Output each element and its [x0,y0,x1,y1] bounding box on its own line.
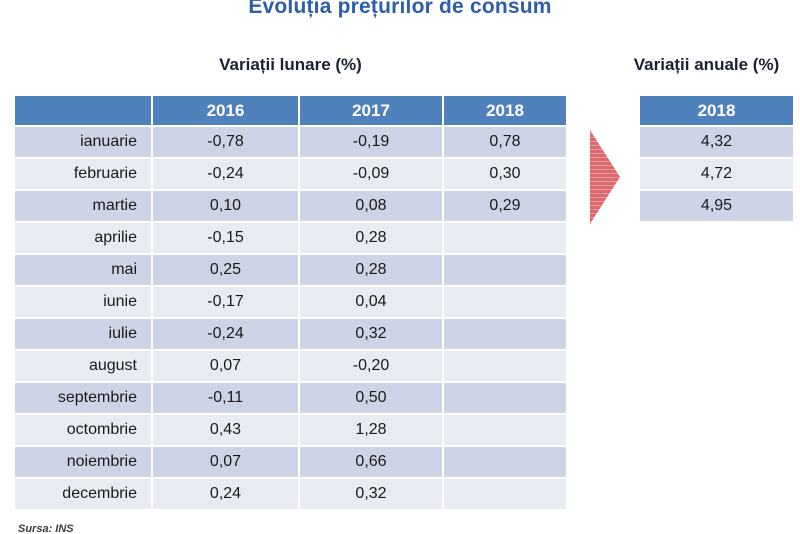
column-header-annual-2018: 2018 [640,96,793,125]
annual-variations-table: 2018 4,32 4,72 4,95 [638,94,795,223]
right-arrow-icon [590,130,620,224]
value-cell: -0,78 [153,127,298,157]
table-row: iulie -0,24 0,32 [15,319,566,349]
value-cell: 0,04 [300,287,442,317]
value-cell [444,287,566,317]
value-cell [444,351,566,381]
source-note: Sursa: INS [18,523,74,534]
value-cell [444,447,566,477]
table-row: ianuarie -0,78 -0,19 0,78 [15,127,566,157]
month-cell: octombrie [15,415,151,445]
month-cell: septembrie [15,383,151,413]
value-cell: -0,20 [300,351,442,381]
table-row: 4,72 [640,159,793,189]
value-cell: 0,43 [153,415,298,445]
value-cell: -0,11 [153,383,298,413]
value-cell: 0,25 [153,255,298,285]
header-row: 2016 2017 2018 [15,96,566,125]
value-cell: 0,07 [153,447,298,477]
value-cell [444,383,566,413]
value-cell: 0,10 [153,191,298,221]
month-cell: martie [15,191,151,221]
value-cell: 0,66 [300,447,442,477]
value-cell: 4,95 [640,191,793,221]
value-cell: 0,08 [300,191,442,221]
value-cell: 0,32 [300,479,442,509]
table-row: iunie -0,17 0,04 [15,287,566,317]
annual-variations-heading: Variații anuale (%) [633,55,780,74]
value-cell: 4,32 [640,127,793,157]
value-cell: 4,72 [640,159,793,189]
month-cell: august [15,351,151,381]
table-row: octombrie 0,43 1,28 [15,415,566,445]
month-cell: ianuarie [15,127,151,157]
value-cell: -0,15 [153,223,298,253]
column-header-month [15,96,151,125]
month-cell: iulie [15,319,151,349]
value-cell: 0,78 [444,127,566,157]
month-cell: iunie [15,287,151,317]
month-cell: decembrie [15,479,151,509]
month-cell: mai [15,255,151,285]
value-cell: 0,50 [300,383,442,413]
monthly-table-body: ianuarie -0,78 -0,19 0,78 februarie -0,24 -0,0… [15,127,566,509]
table-row: august 0,07 -0,20 [15,351,566,381]
page-title: Evoluția prețurilor de consum [248,0,552,18]
value-cell: 0,32 [300,319,442,349]
value-cell [444,255,566,285]
annual-table-body: 4,32 4,72 4,95 [640,127,793,221]
value-cell: 0,28 [300,255,442,285]
table-row: 4,95 [640,191,793,221]
value-cell [444,415,566,445]
column-header-2017: 2017 [300,96,442,125]
value-cell: 0,28 [300,223,442,253]
value-cell: 0,30 [444,159,566,189]
value-cell [444,319,566,349]
month-cell: februarie [15,159,151,189]
value-cell: -0,19 [300,127,442,157]
table-row: decembrie 0,24 0,32 [15,479,566,509]
value-cell: -0,09 [300,159,442,189]
monthly-variations-table: 2016 2017 2018 ianuarie -0,78 -0,19 0,78 feb… [13,94,568,511]
value-cell: 0,29 [444,191,566,221]
table-row: februarie -0,24 -0,09 0,30 [15,159,566,189]
table-row: noiembrie 0,07 0,66 [15,447,566,477]
value-cell [444,223,566,253]
table-row: martie 0,10 0,08 0,29 [15,191,566,221]
column-header-2018: 2018 [444,96,566,125]
value-cell: -0,24 [153,159,298,189]
value-cell: 0,24 [153,479,298,509]
value-cell: 0,07 [153,351,298,381]
value-cell: 1,28 [300,415,442,445]
header-row: 2018 [640,96,793,125]
table-row: mai 0,25 0,28 [15,255,566,285]
table-row: aprilie -0,15 0,28 [15,223,566,253]
table-row: septembrie -0,11 0,50 [15,383,566,413]
monthly-variations-heading: Variații lunare (%) [219,55,362,74]
month-cell: noiembrie [15,447,151,477]
column-header-2016: 2016 [153,96,298,125]
value-cell: -0,17 [153,287,298,317]
value-cell [444,479,566,509]
value-cell: -0,24 [153,319,298,349]
month-cell: aprilie [15,223,151,253]
table-row: 4,32 [640,127,793,157]
